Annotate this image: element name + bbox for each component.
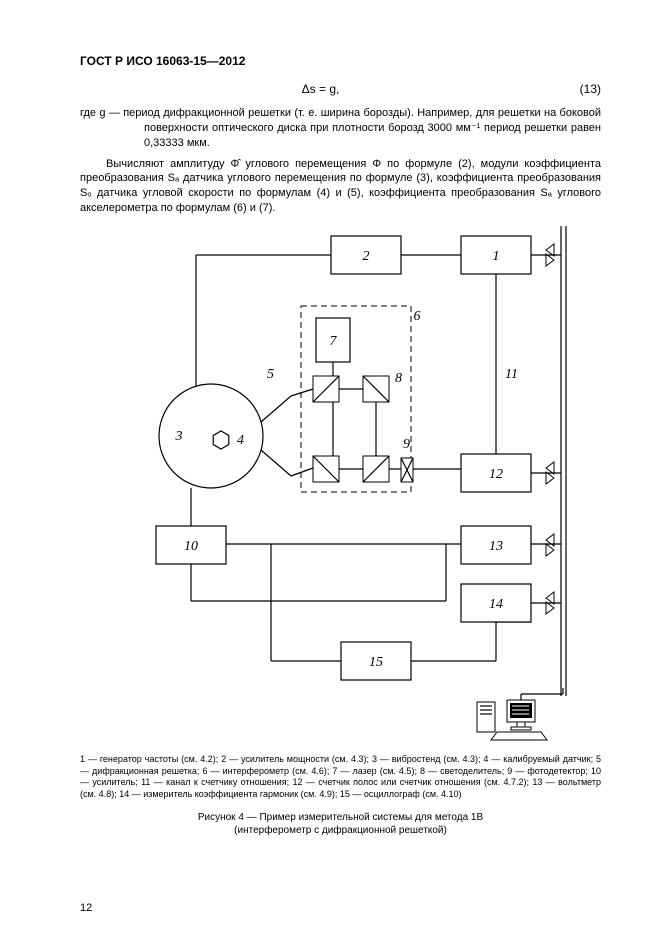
paragraph-where: где g — период дифракционной решетки (т.…: [80, 106, 601, 151]
svg-text:1: 1: [492, 249, 499, 264]
svg-text:4: 4: [237, 433, 244, 448]
svg-text:11: 11: [505, 367, 518, 382]
paragraph-calc: Вычисляют амплитуду Φ̂ углового перемеще…: [80, 157, 601, 216]
svg-text:6: 6: [413, 309, 420, 324]
svg-text:5: 5: [267, 367, 274, 382]
svg-text:13: 13: [489, 539, 503, 554]
page-number: 12: [80, 902, 92, 914]
equation-body: Δs = g,: [80, 82, 561, 96]
svg-text:2: 2: [362, 249, 369, 264]
paragraph-calc-text: Вычисляют амплитуду Φ̂ углового перемеще…: [80, 158, 601, 215]
figure-4-diagram: 612710121314153495811: [80, 226, 601, 746]
equation-number: (13): [561, 82, 601, 96]
figure-caption-line1: Рисунок 4 — Пример измерительной системы…: [198, 812, 483, 823]
svg-text:15: 15: [369, 655, 383, 670]
svg-text:10: 10: [184, 539, 198, 554]
svg-text:12: 12: [489, 467, 503, 482]
svg-text:3: 3: [174, 429, 182, 444]
figure-caption-line2: (интерферометр с дифракционной решеткой): [234, 825, 447, 836]
figure-legend-text: 1 — генератор частоты (см. 4.2); 2 — уси…: [80, 754, 601, 799]
svg-text:14: 14: [489, 597, 503, 612]
svg-text:9: 9: [403, 437, 410, 452]
figure-legend: 1 — генератор частоты (см. 4.2); 2 — уси…: [80, 754, 601, 801]
svg-text:7: 7: [329, 334, 337, 349]
figure-caption: Рисунок 4 — Пример измерительной системы…: [80, 811, 601, 838]
equation-row: Δs = g, (13): [80, 82, 601, 96]
document-header: ГОСТ Р ИСО 16063-15—2012: [80, 54, 601, 68]
svg-text:8: 8: [395, 371, 402, 386]
